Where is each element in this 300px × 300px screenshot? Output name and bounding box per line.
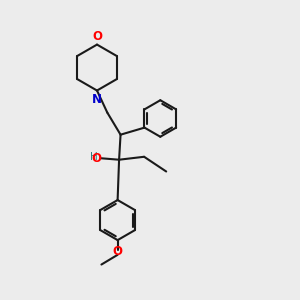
Text: O: O — [112, 245, 123, 258]
Text: N: N — [92, 93, 102, 106]
Text: H: H — [90, 152, 98, 162]
Text: O: O — [92, 152, 101, 165]
Text: O: O — [92, 30, 102, 43]
